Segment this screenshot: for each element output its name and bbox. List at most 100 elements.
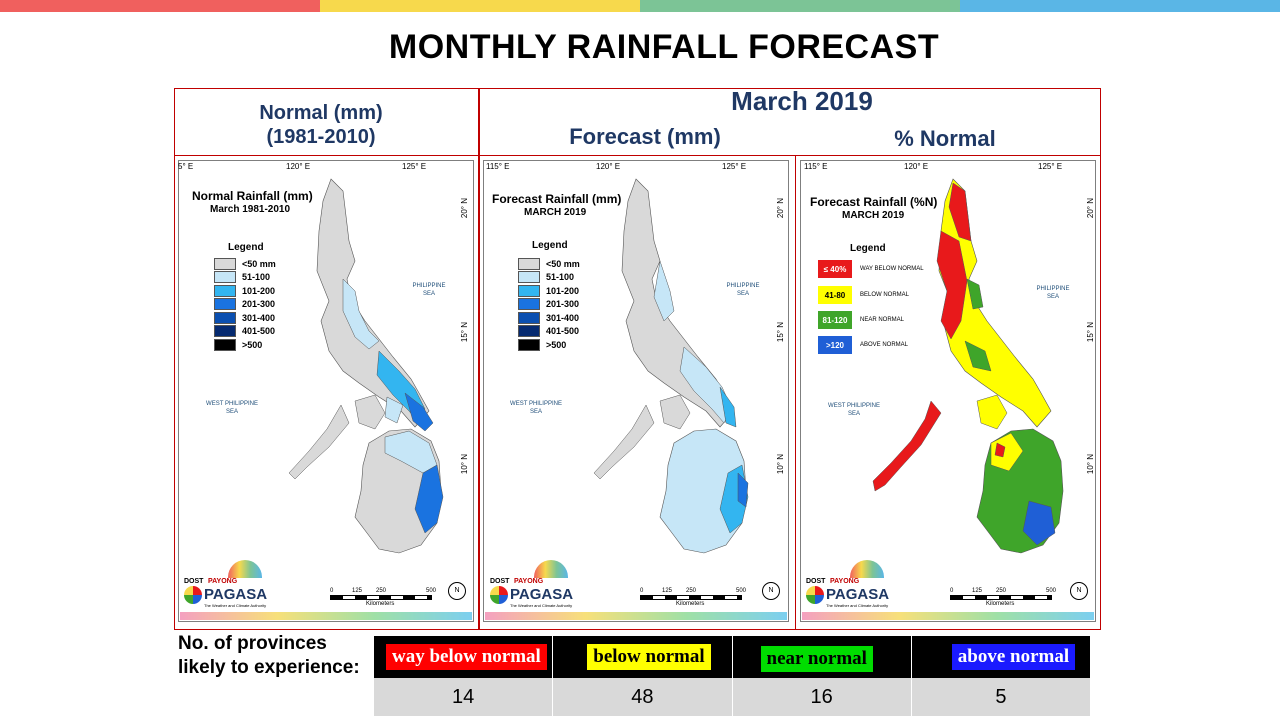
map3-legend-item: ≤ 40% WAY BELOW NORMAL: [818, 260, 924, 278]
map2-lat-label-3: 10° N: [776, 454, 785, 475]
map3-legend-box-2: 41-80: [818, 286, 852, 304]
map2-sea-west-line2: SEA: [529, 409, 542, 415]
count-cell-way-below: 14: [374, 678, 554, 716]
map3-legend-item: >120 ABOVE NORMAL: [818, 336, 908, 354]
map3-title: Forecast Rainfall (%N): [810, 195, 938, 209]
map3-legend-item: 41-80 BELOW NORMAL: [818, 286, 909, 304]
map3-legend-box-1: ≤ 40%: [818, 260, 852, 278]
header-forecast: Forecast (mm): [569, 124, 721, 149]
map2-legend-label-5: 301-400: [546, 313, 580, 323]
map1-legend-item: 101-200: [214, 285, 275, 297]
map-normal-graphic: [288, 178, 444, 554]
map2-sea-east-line2: SEA: [736, 291, 749, 297]
map-percent-normal: [800, 160, 1096, 622]
count-cell-near: 16: [733, 678, 912, 716]
map2-lon-label-3: 125° E: [722, 162, 747, 171]
map1-legend-swatch-4: [214, 298, 236, 310]
map1-lat-label-3: 10° N: [460, 454, 469, 475]
map1-sea-east: PHILIPPINE SEA: [404, 282, 454, 298]
map3-sea-west-line2: SEA: [847, 411, 860, 417]
map-forecast-graphic: [593, 178, 749, 554]
map1-sea-east-line2: SEA: [422, 291, 435, 297]
map2-legend-item: >500: [518, 339, 566, 351]
map2-lat-label-1: 20° N: [776, 198, 785, 219]
category-cell-above: above normal: [912, 636, 1090, 678]
map1-legend-item: <50 mm: [214, 258, 276, 270]
top-bar-segment-green: [640, 0, 960, 12]
map3-lon-label-2: 120° E: [904, 162, 929, 171]
map3-legend-label-2: BELOW NORMAL: [860, 292, 910, 298]
map3-sea-west: WEST PHILIPPINE SEA: [822, 402, 886, 418]
map3-lat-label-3: 10° N: [1086, 454, 1095, 475]
map3-lon-label-1: 115° E: [804, 162, 828, 171]
map2-scale-tick-1: 0: [640, 588, 644, 594]
map1-scale-tick-4: 500: [426, 588, 437, 594]
map2-legend-swatch-7: [518, 339, 540, 351]
map2-scale-bar: 0 125 250 500 Kilometers: [640, 588, 750, 608]
map3-lat-label-2: 15° N: [1086, 322, 1095, 343]
map1-legend-label-7: >500: [242, 340, 263, 350]
map3-scale-graphic: [950, 595, 1052, 600]
map3-logo-tagline: The Weather and Climate Authority: [826, 603, 889, 608]
map2-logo-pinwheel-icon: [490, 586, 508, 604]
map2-legend-item: 201-300: [518, 298, 579, 310]
map-normal-rainfall: [178, 160, 474, 622]
map1-logo-tagline: The Weather and Climate Authority: [204, 603, 267, 608]
map3-compass-icon: N: [1070, 582, 1088, 600]
map3-sea-east: PHILIPPINE SEA: [1028, 285, 1078, 301]
top-color-bar: [0, 0, 1280, 12]
map3-logo-payong: PAYONG: [830, 578, 860, 585]
count-way-below: 14: [452, 685, 475, 708]
map2-legend-swatch-5: [518, 312, 540, 324]
top-bar-segment-blue: [960, 0, 1280, 12]
map1-legend-title: Legend: [228, 242, 264, 253]
map1-legend-label-6: 401-500: [242, 326, 276, 336]
map3-logo-rainbow: [850, 560, 884, 578]
map2-sea-east: PHILIPPINE SEA: [718, 282, 768, 298]
map1-scale-tick-2: 125: [352, 588, 363, 594]
map3-scale-bar: 0 125 250 500 Kilometers: [950, 588, 1060, 608]
map3-legend-label-4: ABOVE NORMAL: [860, 342, 909, 348]
map3-legend-item: 81-120 NEAR NORMAL: [818, 311, 904, 329]
map2-legend-item: <50 mm: [518, 258, 580, 270]
map1-lon-label-2: 120° E: [286, 162, 311, 171]
map1-logo-pagasa: PAGASA: [204, 586, 268, 603]
panel-frame-percent: [795, 155, 1101, 630]
count-cell-below: 48: [553, 678, 733, 716]
map2-lat-label-2: 15° N: [776, 322, 785, 343]
map2-legend-label-2: 51-100: [546, 272, 575, 282]
category-badge-below: below normal: [587, 644, 711, 670]
map1-legend-swatch-7: [214, 339, 236, 351]
category-cell-way-below: way below normal: [374, 636, 554, 678]
category-badge-above: above normal: [951, 644, 1076, 670]
count-above: 5: [995, 685, 1007, 708]
map1-lat-label-1: 20° N: [460, 198, 469, 219]
slide-title: MONTHLY RAINFALL FORECAST: [388, 28, 940, 66]
map-percent-graphic: [872, 178, 1064, 554]
map1-sea-west: WEST PHILIPPINE SEA: [200, 400, 264, 416]
panel-frame-forecast: [478, 155, 796, 630]
map2-subtitle: MARCH 2019: [524, 207, 587, 218]
top-bar-segment-yellow: [320, 0, 640, 12]
map1-legend-label-4: 201-300: [242, 299, 276, 309]
map1-legend-item: 301-400: [214, 312, 275, 324]
category-badge-near: near normal: [760, 646, 873, 672]
map3-logo: DOST PAYONG PAGASA The Weather and Clima…: [806, 560, 916, 610]
map2-legend-swatch-3: [518, 285, 540, 297]
map1-lon-label-3: 125° E: [402, 162, 427, 171]
map2-legend-item: 401-500: [518, 325, 579, 337]
map3-legend-label-3: NEAR NORMAL: [860, 317, 905, 323]
map2-logo-rainbow: [534, 560, 568, 578]
map2-logo: DOST PAYONG PAGASA The Weather and Clima…: [490, 560, 600, 610]
province-count-table: way below normal below normal near norma…: [374, 636, 1090, 716]
count-cell-above: 5: [912, 678, 1090, 716]
map1-title: Normal Rainfall (mm): [192, 189, 313, 203]
map1-scale-tick-3: 250: [376, 588, 387, 594]
map1-compass-icon: N: [448, 582, 466, 600]
map1-logo-pinwheel-icon: [184, 586, 202, 604]
map2-scale-tick-2: 125: [662, 588, 673, 594]
map1-sea-west-line1: WEST PHILIPPINE: [206, 401, 258, 407]
map1-logo-dost: DOST: [184, 578, 204, 585]
map2-legend-swatch-1: [518, 258, 540, 270]
map2-compass-label: N: [768, 587, 774, 594]
